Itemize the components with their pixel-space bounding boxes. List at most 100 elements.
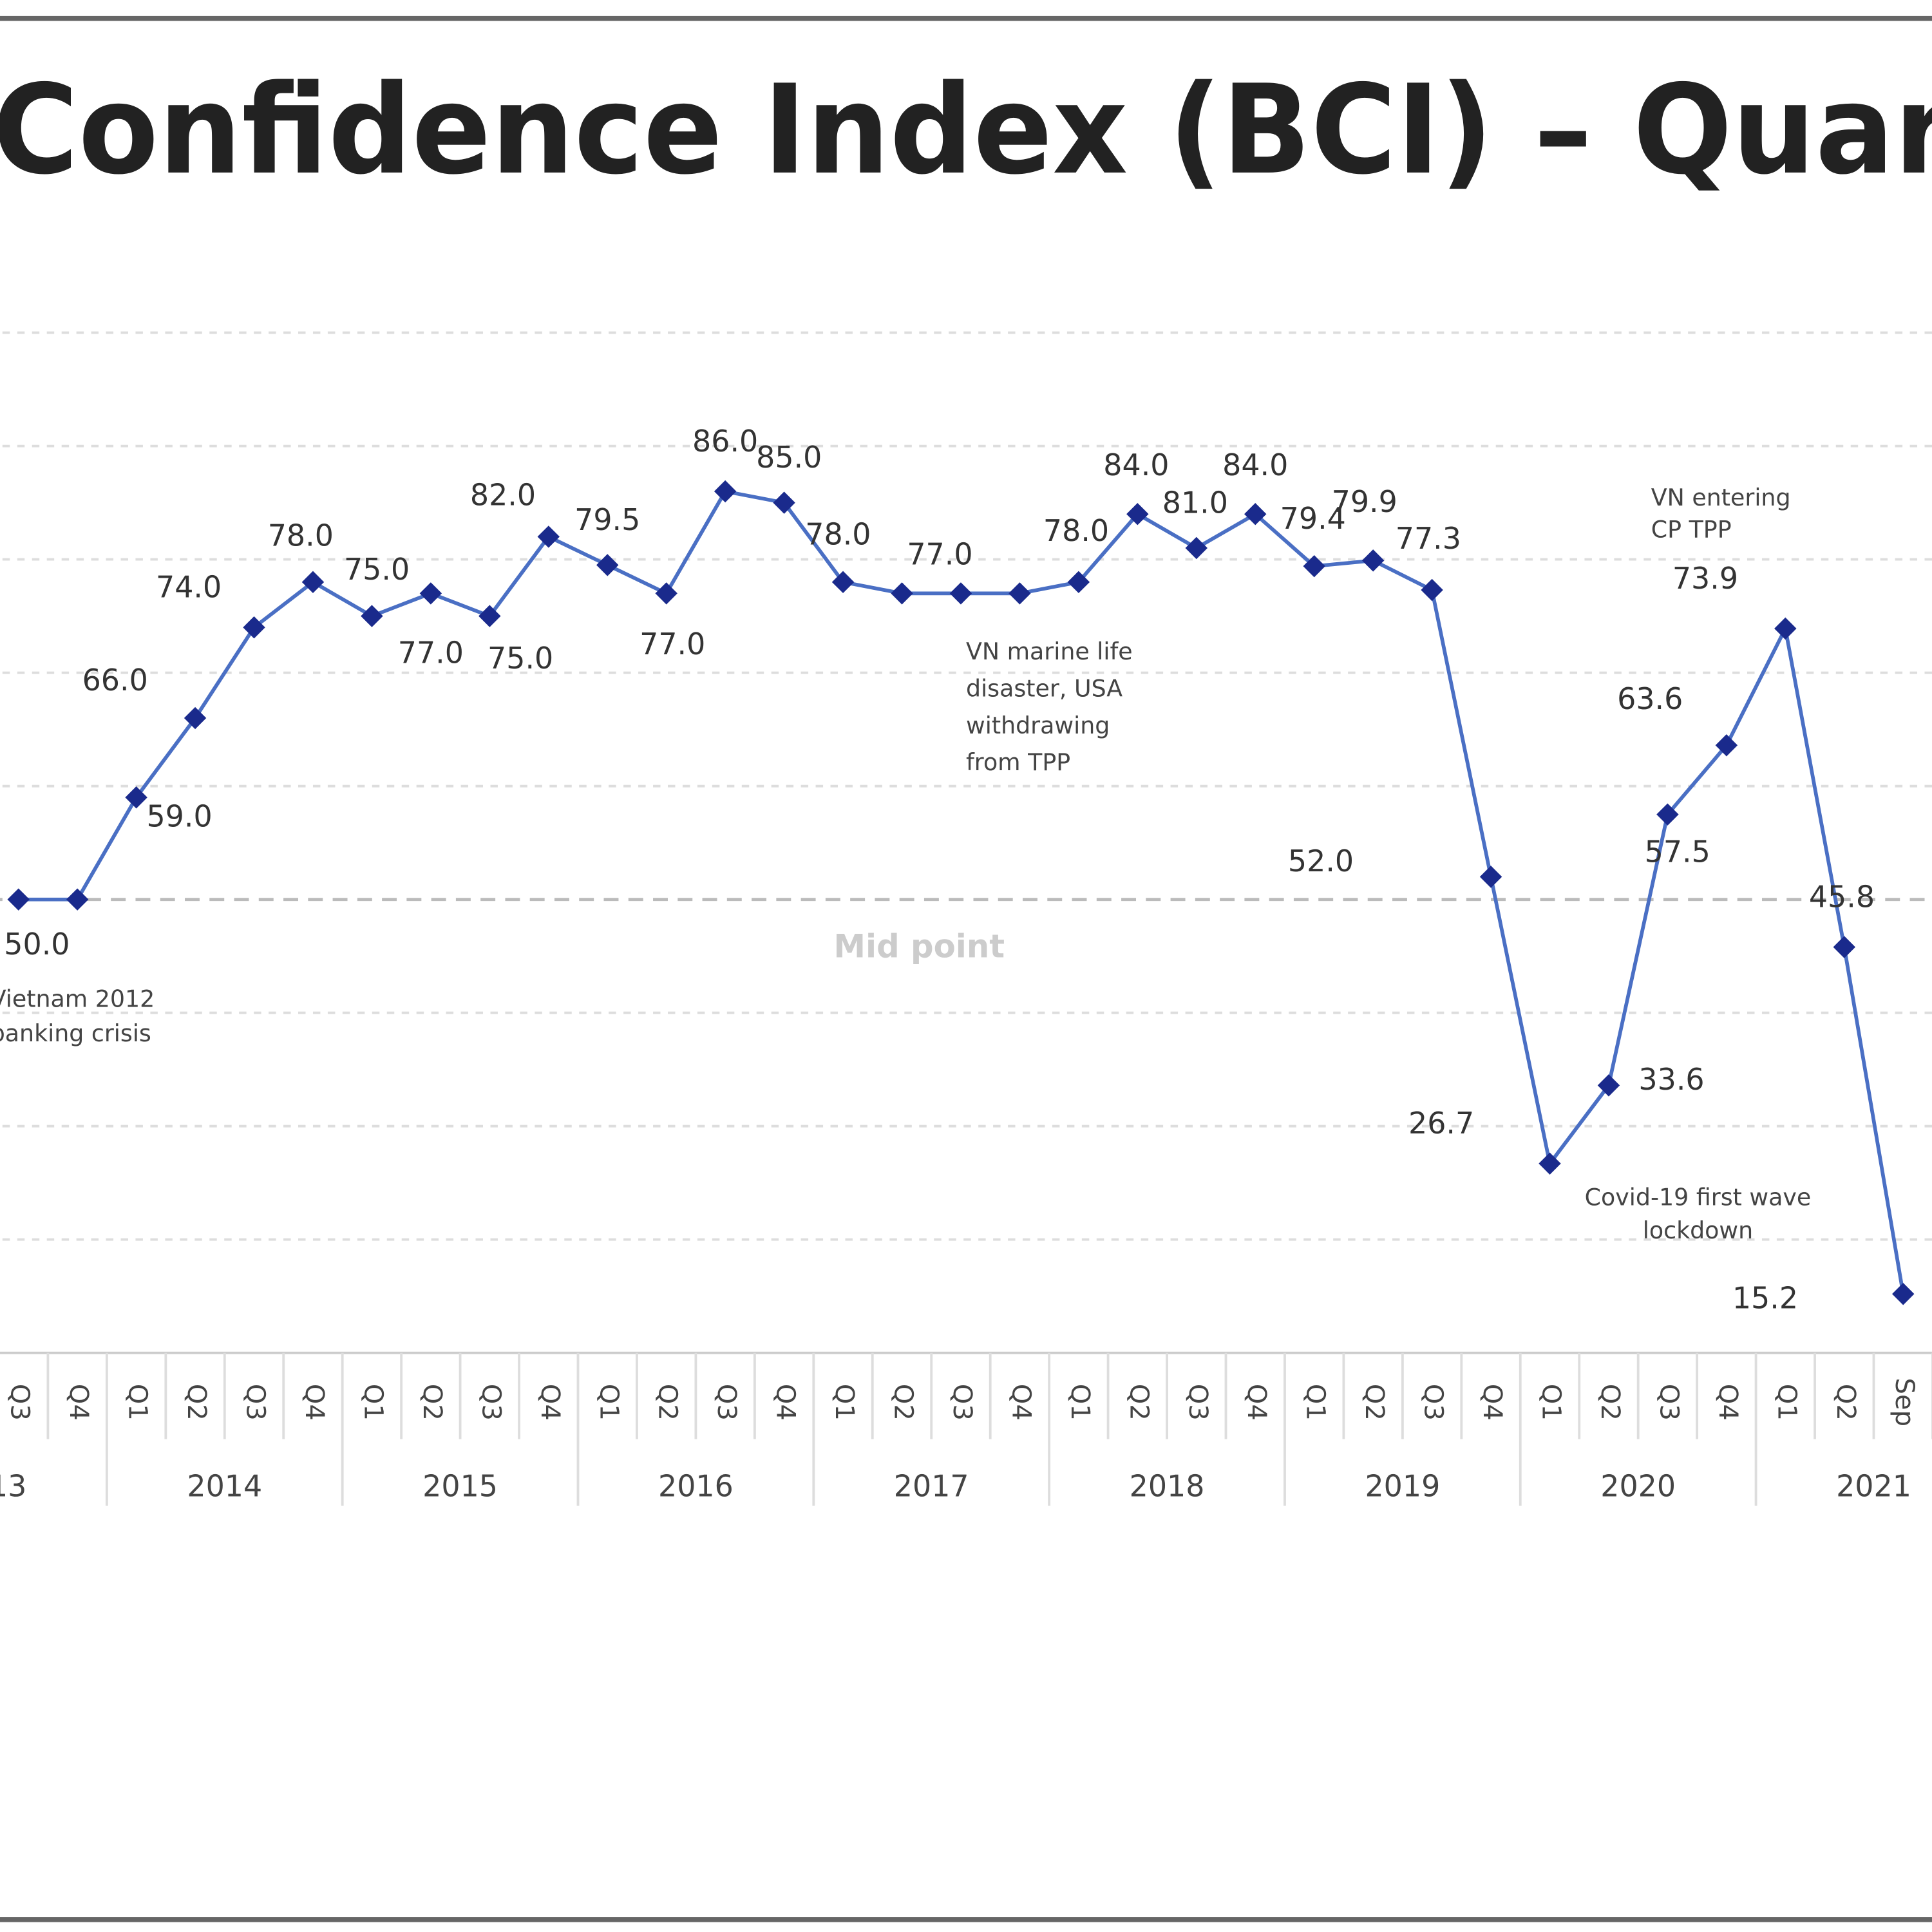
data-label: 85.0 [756,440,822,475]
data-label: 15.2 [1732,1280,1798,1315]
data-point [1539,1152,1561,1175]
data-point [184,706,207,730]
data-point [1715,734,1738,757]
data-label: 86.0 [692,424,758,459]
annotation: VN marine life [966,638,1133,665]
x-tick-label: Q1 [1065,1384,1095,1421]
year-label: 2013 [0,1469,26,1504]
x-tick-label: Q4 [535,1384,565,1421]
annotation: VN entering [1651,484,1791,511]
x-tick-label: Q4 [299,1384,329,1421]
data-label: 77.0 [398,636,464,670]
data-label: 26.7 [1408,1106,1474,1141]
x-tick-label: Q2 [1595,1384,1625,1421]
data-label: 79.4 [1280,501,1346,536]
annotation: from TPP [966,748,1070,776]
data-label: 77.0 [639,627,705,661]
x-tick-label: Q2 [417,1384,447,1421]
x-tick-label: Q3 [5,1384,35,1421]
year-label: 2017 [894,1469,969,1504]
x-tick-label: Q1 [1537,1384,1566,1421]
frame [0,15,1932,1922]
x-tick-label: Q3 [1183,1384,1213,1421]
data-label: 82.0 [470,478,536,513]
data-point [831,571,855,594]
data-label: 84.0 [1222,448,1288,482]
x-tick-label: Q1 [123,1384,153,1421]
x-tick-label: Q2 [1124,1384,1153,1421]
x-tick-label: Q1 [829,1384,859,1421]
x-tick-label: Q3 [476,1384,506,1421]
chart-title: Confidence Index (BCI) – Quar [0,59,1932,202]
x-tick-label: Q3 [1419,1384,1448,1421]
x-tick-label: Q4 [1477,1384,1507,1421]
data-point [301,571,325,594]
data-label: 52.0 [1288,844,1354,878]
x-tick-label: Q4 [64,1384,93,1421]
x-tick-label: Q1 [358,1384,388,1421]
data-label: 84.0 [1103,448,1169,482]
data-point [1892,1283,1915,1305]
year-label: 2014 [187,1469,262,1504]
data-point [1421,578,1443,601]
annotation: withdrawing [966,712,1110,739]
annotation: disaster, USA [966,674,1122,702]
data-label: 75.0 [488,641,553,676]
x-tick-label: Q4 [771,1384,800,1421]
data-label: 75.0 [344,552,410,587]
annotation: banking crisis [0,1019,151,1047]
data-label: 63.6 [1617,681,1683,716]
data-label: 33.6 [1638,1062,1704,1097]
data-label: 78.0 [1043,513,1109,548]
data-point [1774,617,1797,640]
annotation: CP TPP [1651,516,1732,544]
x-tick-label: Q1 [1301,1384,1331,1421]
data-label: 74.0 [156,569,222,604]
data-label: 79.9 [1332,484,1397,519]
data-label: 77.0 [907,537,972,572]
data-label: 45.8 [1809,879,1875,914]
x-tick-label: Sep [1889,1378,1919,1426]
x-tick-label: Q2 [1831,1384,1861,1421]
x-tick-label: Q4 [1713,1384,1743,1421]
data-label: 73.9 [1672,561,1738,596]
year-label: 2018 [1130,1469,1205,1504]
x-tick-label: Q2 [1359,1384,1389,1421]
x-tick-label: Q2 [889,1384,918,1421]
year-label: 2016 [658,1469,734,1504]
year-label: 2020 [1600,1469,1676,1504]
x-tick-label: Q4 [1242,1384,1271,1421]
year-label: 2021 [1836,1469,1911,1504]
data-point [125,786,147,809]
data-label: 50.0 [4,927,70,961]
data-label: 66.0 [82,663,148,697]
annotation: lockdown [1643,1217,1753,1244]
data-point [1597,1074,1620,1097]
midpoint-label: Mid point [834,928,1005,965]
data-label: 57.5 [1645,834,1710,869]
x-tick-label: Q3 [947,1384,977,1421]
x-tick-label: Q2 [653,1384,683,1421]
data-point [1479,866,1502,888]
data-label: 77.3 [1396,521,1461,556]
x-tick-label: Q3 [241,1384,270,1421]
year-label: 2015 [422,1469,498,1504]
data-label: 78.0 [268,518,334,553]
x-tick-label: Q4 [1006,1384,1036,1421]
annotation: Vietnam 2012 [0,985,155,1013]
data-point [66,888,89,911]
x-tick-label: Q3 [1654,1384,1683,1421]
annotation: Covid-19 first wave [1585,1184,1812,1211]
x-tick-label: Q3 [712,1384,741,1421]
data-label: 59.0 [146,799,212,833]
data-point [1067,571,1090,594]
x-tick-label: Q1 [1772,1384,1801,1421]
data-label: 79.5 [574,502,640,537]
data-point [773,491,795,514]
data-point [7,888,30,911]
data-label: 78.0 [805,517,871,552]
data-point [655,582,677,605]
x-tick-label: Q2 [182,1384,211,1421]
